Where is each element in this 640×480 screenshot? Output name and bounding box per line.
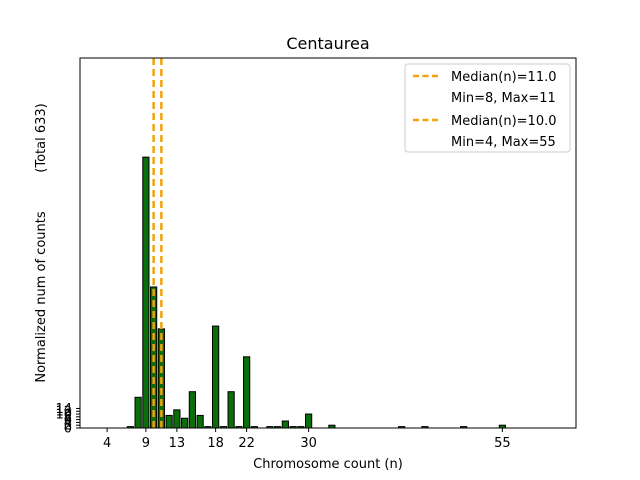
median-lines: [152, 58, 163, 428]
x-tick-label-18: 18: [207, 436, 224, 451]
bars-layer: [126, 156, 506, 429]
bar-n-16: [196, 414, 204, 429]
bar-n-22: [243, 356, 251, 429]
bar-n-20: [227, 391, 235, 429]
x-tick-label-13: 13: [169, 436, 186, 451]
x-tick-label-55: 55: [494, 436, 511, 451]
x-tick-label-30: 30: [300, 436, 317, 451]
bar-n-9: [142, 156, 150, 429]
x-tick-label-4: 4: [103, 436, 111, 451]
plot-frame: [79, 57, 577, 429]
y-axis-total-label: (Total 633): [34, 103, 49, 172]
y-tick-label-8: 8: [64, 410, 72, 425]
x-axis-label: Chromosome count (n): [253, 457, 403, 472]
x-tick-label-22: 22: [238, 436, 255, 451]
x-tick-label-9: 9: [142, 436, 150, 451]
legend-label-median-2: Median(n)=10.0: [451, 114, 557, 129]
y-tick-label-6: 6: [64, 413, 72, 428]
legend-label-range-2: Min=4, Max=55: [451, 135, 556, 150]
legend: Median(n)=11.0 Min=8, Max=11 Median(n)=1…: [404, 63, 571, 153]
bar-n-27: [281, 420, 289, 429]
bar-n-13: [173, 409, 181, 429]
y-tick-label-4: 4: [64, 416, 72, 431]
x-axis-ticks: 4 9 13 18 22 30 55: [103, 428, 511, 451]
bar-n-14: [181, 417, 189, 429]
y-tick-label-0: 0: [64, 422, 72, 437]
legend-box: [404, 63, 571, 153]
bar-n-18: [212, 325, 220, 429]
bar-n-30: [305, 413, 313, 429]
y-tick-label-10: 10: [55, 408, 72, 423]
y-tick-label-12: 12: [55, 405, 72, 420]
bar-n-8: [134, 396, 142, 429]
chart-title: Centaurea: [286, 34, 369, 53]
legend-label-median-1: Median(n)=11.0: [451, 70, 557, 85]
y-axis-label: Normalized num of counts: [34, 211, 49, 382]
legend-label-range-1: Min=8, Max=11: [451, 91, 556, 106]
bar-n-15: [188, 391, 196, 429]
y-tick-label-2: 2: [64, 419, 72, 434]
y-tick-label-14: 14: [55, 402, 72, 417]
bar-n-12: [165, 414, 173, 429]
